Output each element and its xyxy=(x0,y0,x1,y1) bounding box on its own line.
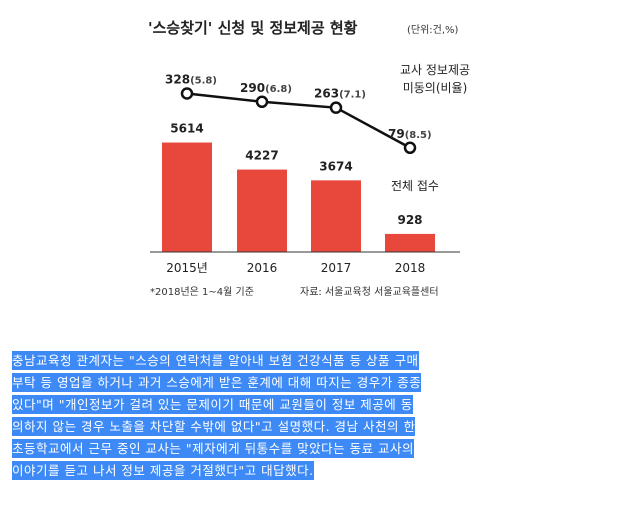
line-point xyxy=(329,101,343,114)
chart-footnote: *2018년은 1~4월 기준 xyxy=(150,286,254,298)
article-line: 부탁 등 영업을 하거나 과거 스승에게 받은 훈계에 대해 따지는 경우가 종… xyxy=(12,373,422,392)
x-tick-label: 2017 xyxy=(321,261,352,275)
bar-value-label: 928 xyxy=(397,213,422,227)
line-value-label: 79(8.5) xyxy=(388,127,432,141)
line-percent-label: (7.1) xyxy=(339,90,366,101)
bars-layer: 5614 4227 3674 928 xyxy=(162,122,435,252)
article-line: 충남교육청 관계자는 "스승의 연락처를 알아내 보험 건강식품 등 상품 구매 xyxy=(12,351,419,370)
article-line: 이야기를 듣고 나서 정보 제공을 거절했다"고 대답했다. xyxy=(12,461,314,480)
line-legend-1: 교사 정보제공 xyxy=(400,63,470,77)
ticks-layer: 2015년 2016 2017 2018 xyxy=(166,261,425,275)
series-line xyxy=(186,92,411,149)
bar xyxy=(311,180,361,252)
line-percent-label: (5.8) xyxy=(190,75,217,86)
line-layer: 328(5.8) 290(6.8) 263(7.1) 79(8.5) xyxy=(165,72,432,155)
article-line: 초등학교에서 근무 중인 교사는 "제자에게 뒤통수를 맞았다는 동료 교사의 xyxy=(12,439,415,458)
line-percent-label: (6.8) xyxy=(265,84,292,95)
line-point xyxy=(403,141,417,155)
article-line: 있다"며 "개인정보가 걸려 있는 문제이기 때문에 교원들이 정보 제공에 동 xyxy=(12,395,413,414)
line-value-label: 263(7.1) xyxy=(314,87,366,101)
chart-title: '스승찾기' 신청 및 정보제공 현황 xyxy=(148,19,358,37)
x-tick-label: 2015년 xyxy=(166,261,208,275)
x-tick-label: 2016 xyxy=(247,261,278,275)
bar xyxy=(237,169,287,252)
bar-legend: 전체 접수 xyxy=(391,179,439,193)
bar-value-label: 4227 xyxy=(245,149,278,163)
article-text: 충남교육청 관계자는 "스승의 연락처를 알아내 보험 건강식품 등 상품 구매… xyxy=(12,350,598,482)
line-value-label: 328(5.8) xyxy=(165,72,217,86)
bar-value-label: 3674 xyxy=(319,159,352,173)
bar-value-label: 5614 xyxy=(170,122,203,136)
line-point xyxy=(180,87,194,100)
bar xyxy=(162,142,212,252)
article-line: 의하지 않는 경우 노출을 차단할 수밖에 없다"고 설명했다. 경남 사천의 … xyxy=(12,417,416,436)
x-tick-label: 2018 xyxy=(395,261,426,275)
chart-unit: (단위:건,%) xyxy=(407,23,459,36)
line-legend-2: 미동의(비율) xyxy=(403,81,468,95)
chart-source: 자료: 서울교육청 서울교육플센터 xyxy=(300,286,439,298)
line-percent-label: (8.5) xyxy=(405,130,432,141)
bar xyxy=(385,233,435,252)
line-value-label: 290(6.8) xyxy=(240,81,292,95)
chart: '스승찾기' 신청 및 정보제공 현황 (단위:건,%) 5614 4227 367… xyxy=(148,19,470,298)
line-point xyxy=(255,95,269,109)
